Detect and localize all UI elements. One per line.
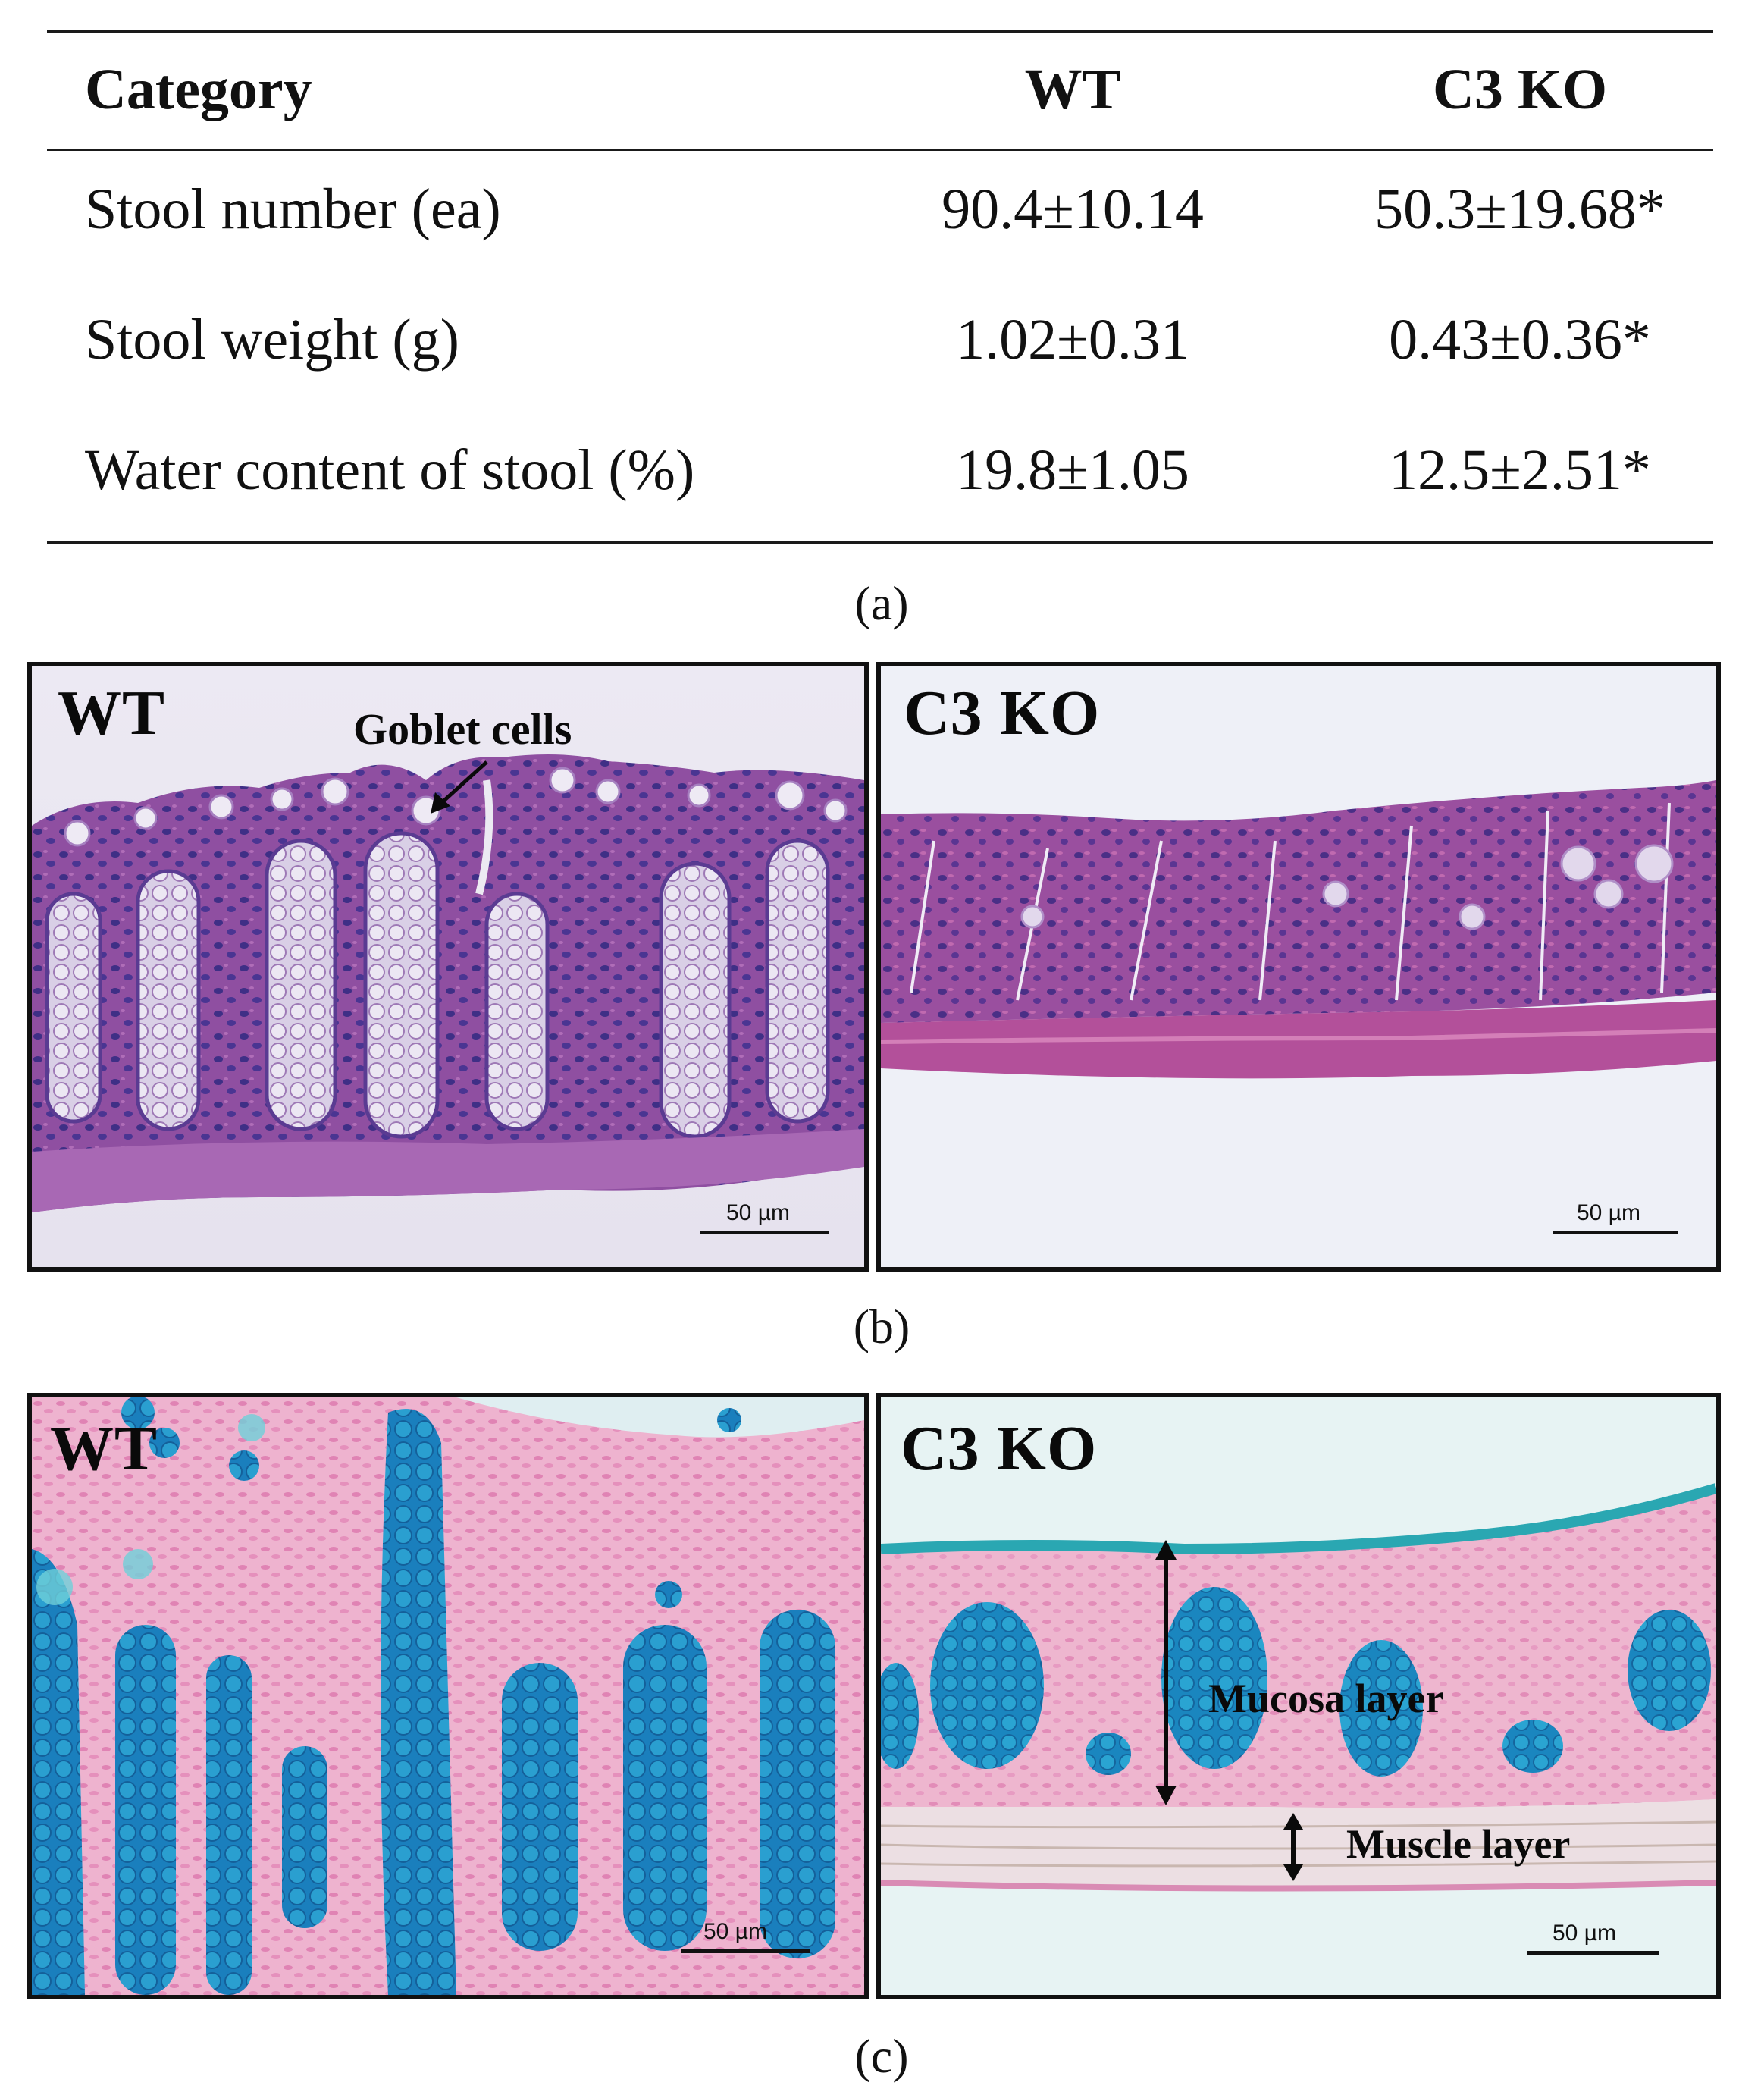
table-cell: Stool number (ea)	[85, 177, 501, 241]
caption-c: (c)	[854, 2029, 909, 2083]
mucosa-double-arrow-icon	[1155, 1540, 1177, 1805]
table-header-wt: WT	[1024, 58, 1121, 121]
table-cell: 12.5±2.51*	[1389, 438, 1651, 502]
table-header-category: Category	[85, 58, 312, 121]
goblet-cells-arrow-icon	[431, 760, 488, 814]
he-wt-tissue-image	[32, 666, 864, 1267]
scale-bar	[700, 1231, 829, 1234]
scale-bar-label: 50 µm	[703, 1919, 767, 1944]
caption-a: (a)	[854, 576, 909, 630]
table-cell: 90.4±10.14	[942, 177, 1204, 241]
ab-c3ko-tissue-image	[881, 1397, 1716, 1995]
table-header-c3ko: C3 KO	[1432, 58, 1608, 121]
ab-wt-tissue-image	[32, 1397, 864, 1995]
he-c3ko-micrograph: C3 KO 50 µm	[876, 662, 1721, 1272]
goblet-cells-label: Goblet cells	[353, 704, 572, 754]
muscle-double-arrow-icon	[1283, 1813, 1303, 1881]
caption-b: (b)	[853, 1300, 910, 1353]
table-cell: 19.8±1.05	[956, 438, 1189, 502]
panel-c-c3ko-label: C3 KO	[901, 1413, 1098, 1484]
he-c3ko-tissue-image	[881, 666, 1716, 1267]
scale-bar-label: 50 µm	[1553, 1921, 1616, 1946]
ab-c3ko-micrograph: C3 KO Mucosa layer Muscle layer 50 µm	[876, 1393, 1721, 1999]
scale-bar	[1553, 1231, 1678, 1234]
he-wt-micrograph: WT Goblet cells 50 µm	[27, 662, 869, 1272]
table-cell: Water content of stool (%)	[85, 438, 695, 502]
panel-b-c3ko-label: C3 KO	[904, 678, 1101, 748]
table-header-rule	[47, 149, 1713, 151]
scale-bar-label: 50 µm	[726, 1200, 790, 1225]
ab-wt-micrograph: WT 50 µm	[27, 1393, 869, 1999]
table-cell: Stool weight (g)	[85, 308, 459, 372]
panel-c-wt-label: WT	[50, 1413, 158, 1484]
scale-bar	[681, 1949, 810, 1953]
table-bottom-rule	[47, 541, 1713, 544]
mucosa-layer-label: Mucosa layer	[1208, 1676, 1444, 1721]
muscle-layer-label: Muscle layer	[1346, 1821, 1571, 1867]
scale-bar	[1527, 1951, 1659, 1955]
table-cell: 1.02±0.31	[956, 308, 1189, 372]
table-top-rule	[47, 30, 1713, 33]
table-cell: 50.3±19.68*	[1374, 177, 1665, 241]
table-cell: 0.43±0.36*	[1389, 308, 1651, 372]
panel-b-wt-label: WT	[58, 678, 166, 748]
scale-bar-label: 50 µm	[1577, 1200, 1640, 1225]
